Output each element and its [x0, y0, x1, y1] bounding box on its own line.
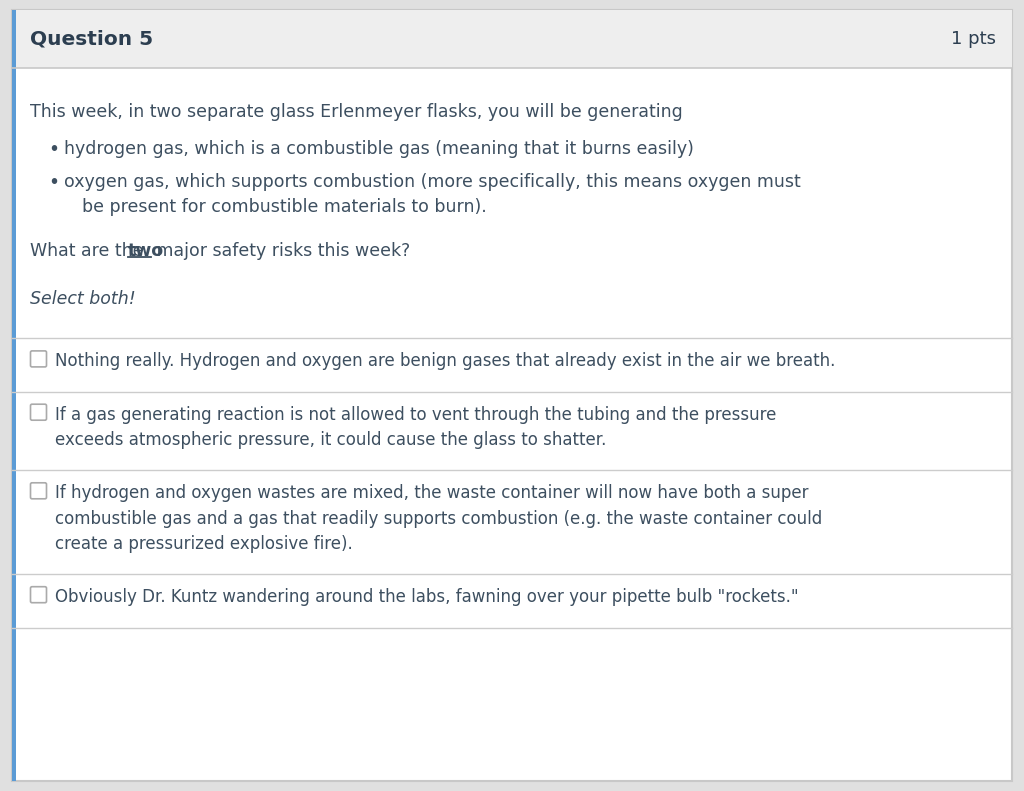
- Text: What are the: What are the: [30, 241, 150, 259]
- Text: hydrogen gas, which is a combustible gas (meaning that it burns easily): hydrogen gas, which is a combustible gas…: [63, 140, 694, 158]
- Text: •: •: [48, 140, 59, 160]
- Text: 1 pts: 1 pts: [951, 30, 996, 48]
- FancyBboxPatch shape: [31, 483, 46, 499]
- Text: Select both!: Select both!: [30, 290, 136, 308]
- Text: •: •: [48, 173, 59, 192]
- Text: This week, in two separate glass Erlenmeyer flasks, you will be generating: This week, in two separate glass Erlenme…: [30, 103, 683, 121]
- Text: Obviously Dr. Kuntz wandering around the labs, fawning over your pipette bulb "r: Obviously Dr. Kuntz wandering around the…: [55, 589, 799, 606]
- Text: oxygen gas, which supports combustion (more specifically, this means oxygen must: oxygen gas, which supports combustion (m…: [63, 173, 801, 191]
- Text: major safety risks this week?: major safety risks this week?: [152, 241, 411, 259]
- Text: Question 5: Question 5: [30, 29, 154, 48]
- FancyBboxPatch shape: [31, 351, 46, 367]
- Bar: [12, 10, 16, 781]
- Bar: [16, 10, 1012, 68]
- Text: exceeds atmospheric pressure, it could cause the glass to shatter.: exceeds atmospheric pressure, it could c…: [55, 431, 606, 449]
- Text: create a pressurized explosive fire).: create a pressurized explosive fire).: [55, 535, 352, 553]
- FancyBboxPatch shape: [31, 587, 46, 603]
- FancyBboxPatch shape: [31, 404, 46, 420]
- Text: combustible gas and a gas that readily supports combustion (e.g. the waste conta: combustible gas and a gas that readily s…: [55, 509, 822, 528]
- Text: two: two: [128, 241, 164, 259]
- Text: Nothing really. Hydrogen and oxygen are benign gases that already exist in the a: Nothing really. Hydrogen and oxygen are …: [55, 353, 836, 370]
- Text: If hydrogen and oxygen wastes are mixed, the waste container will now have both : If hydrogen and oxygen wastes are mixed,…: [55, 484, 809, 502]
- Text: be present for combustible materials to burn).: be present for combustible materials to …: [82, 198, 486, 216]
- Text: If a gas generating reaction is not allowed to vent through the tubing and the p: If a gas generating reaction is not allo…: [55, 406, 776, 424]
